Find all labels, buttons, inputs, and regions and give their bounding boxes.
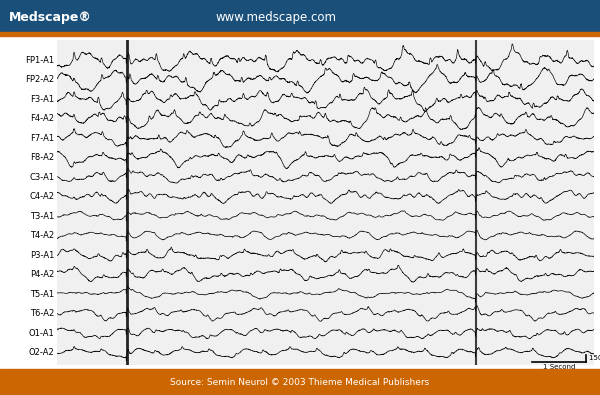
Text: 16 Yr.M.: 16 Yr.M. — [11, 24, 47, 33]
Text: Medscape®: Medscape® — [9, 11, 92, 24]
Text: 150 μV: 150 μV — [589, 356, 600, 361]
Text: 1 Second: 1 Second — [543, 364, 575, 370]
Text: www.medscape.com: www.medscape.com — [216, 11, 337, 24]
Text: Source: Semin Neurol © 2003 Thieme Medical Publishers: Source: Semin Neurol © 2003 Thieme Medic… — [170, 378, 430, 387]
